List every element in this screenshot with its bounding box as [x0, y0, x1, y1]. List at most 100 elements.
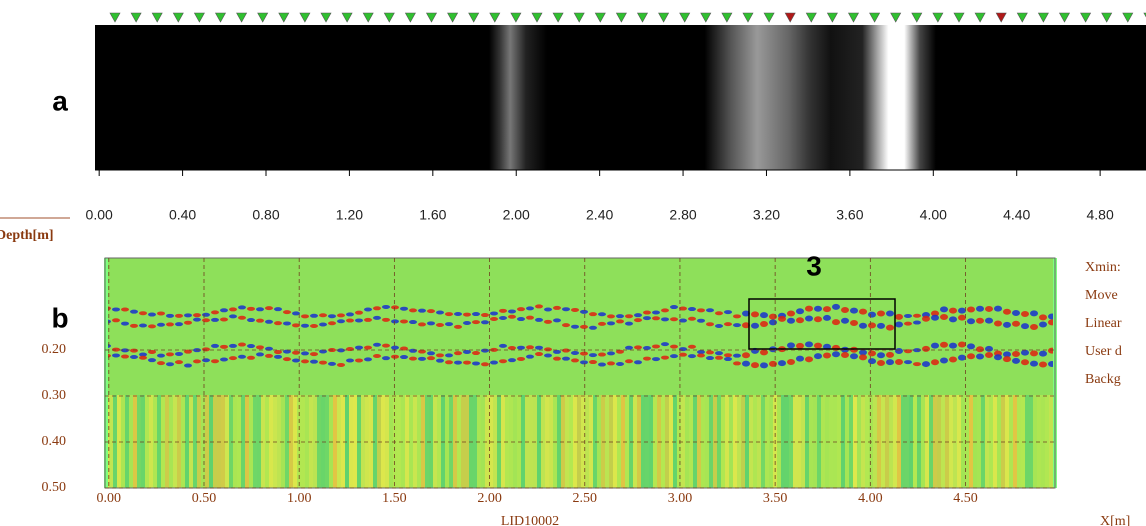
texture — [967, 343, 975, 350]
texture — [760, 349, 768, 356]
texture — [425, 395, 429, 488]
texture — [940, 357, 948, 364]
texture — [895, 358, 903, 365]
texture — [130, 323, 138, 328]
texture — [793, 395, 797, 488]
texture — [346, 312, 354, 317]
texture — [545, 395, 549, 488]
texture — [225, 395, 229, 488]
texture — [274, 354, 282, 359]
texture — [817, 395, 821, 488]
texture — [922, 315, 930, 322]
texture — [805, 305, 813, 312]
texture — [205, 395, 209, 488]
texture — [598, 312, 606, 317]
texture — [238, 342, 246, 347]
texture — [508, 309, 516, 314]
texture — [617, 395, 621, 488]
texture — [1001, 395, 1005, 488]
x-tick-label: 4.80 — [1086, 207, 1113, 223]
texture — [173, 395, 177, 488]
texture — [621, 395, 625, 488]
texture — [565, 395, 569, 488]
texture — [679, 352, 687, 357]
texture — [265, 395, 269, 488]
texture — [814, 305, 822, 312]
texture — [598, 321, 606, 326]
y-tick-label: 0.20 — [42, 342, 67, 357]
texture — [877, 310, 885, 317]
texture — [705, 395, 709, 488]
texture — [265, 319, 273, 324]
texture — [333, 395, 337, 488]
texture — [994, 354, 1002, 361]
texture — [1039, 321, 1047, 328]
texture — [220, 317, 228, 322]
texture — [337, 395, 341, 488]
texture — [940, 306, 948, 313]
texture — [625, 345, 633, 350]
texture — [1003, 308, 1011, 315]
texture — [823, 352, 831, 359]
texture — [346, 318, 354, 323]
x-tick-label: 3.20 — [753, 207, 780, 223]
texture — [292, 311, 300, 316]
texture — [121, 321, 129, 326]
receiver-marker — [383, 12, 395, 23]
texture — [760, 362, 768, 369]
texture — [937, 395, 941, 488]
texture — [553, 305, 561, 310]
texture — [1012, 310, 1020, 317]
texture — [233, 395, 237, 488]
texture — [535, 352, 543, 357]
texture — [277, 395, 281, 488]
texture — [751, 311, 759, 318]
texture — [325, 395, 329, 488]
texture — [837, 395, 841, 488]
texture — [753, 395, 757, 488]
texture — [724, 310, 732, 315]
texture — [589, 360, 597, 365]
receiver-marker — [826, 12, 838, 23]
texture — [634, 345, 642, 350]
texture — [112, 318, 120, 323]
texture — [706, 308, 714, 313]
texture — [571, 307, 579, 312]
texture — [319, 360, 327, 365]
texture — [669, 395, 673, 488]
texture — [165, 395, 169, 488]
texture — [713, 395, 717, 488]
receiver-marker — [869, 12, 881, 23]
texture — [292, 358, 300, 363]
texture — [841, 317, 849, 324]
texture — [949, 342, 957, 349]
texture — [941, 395, 945, 488]
texture — [499, 308, 507, 313]
texture — [589, 312, 597, 317]
texture — [364, 345, 372, 350]
receiver-marker — [236, 12, 248, 23]
texture — [580, 324, 588, 329]
texture — [355, 358, 363, 363]
texture — [1013, 395, 1017, 488]
texture — [796, 317, 804, 324]
texture — [400, 346, 408, 351]
texture — [229, 343, 237, 348]
texture — [301, 395, 305, 488]
texture — [778, 360, 786, 367]
texture — [940, 341, 948, 348]
texture — [616, 314, 624, 319]
texture — [931, 342, 939, 349]
texture — [481, 348, 489, 353]
texture — [310, 324, 318, 329]
texture — [193, 359, 201, 364]
texture — [997, 395, 1001, 488]
texture — [391, 305, 399, 310]
texture — [652, 316, 660, 321]
texture — [139, 352, 147, 357]
texture — [202, 358, 210, 363]
texture — [585, 395, 589, 488]
x-tick-label: 1.00 — [287, 491, 312, 506]
texture — [886, 324, 894, 331]
x-axis-title: X[m] — [1100, 514, 1130, 526]
